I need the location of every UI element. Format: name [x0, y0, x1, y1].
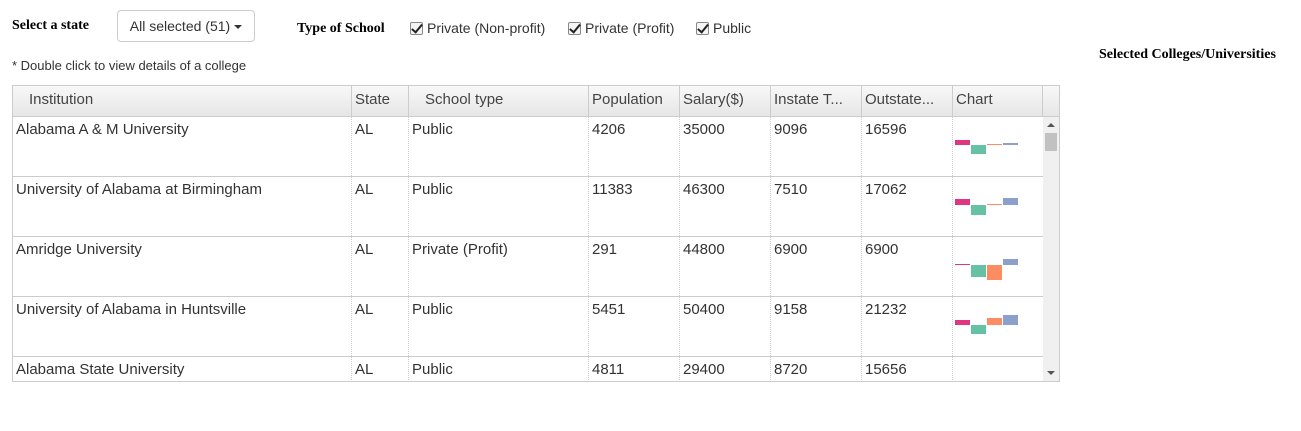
spark-bar-4 — [1003, 259, 1018, 265]
cell-chart — [953, 297, 1043, 356]
cell-instate-tuition: 9096 — [771, 117, 862, 176]
state-filter-label: Select a state — [12, 18, 89, 33]
table-row[interactable]: University of Alabama in Huntsville AL Pub… — [13, 297, 1043, 357]
cell-chart — [953, 237, 1043, 296]
cell-school-type: Private (Profit) — [409, 237, 589, 296]
column-header-school-type[interactable]: School type — [409, 86, 589, 116]
cell-instate-tuition: 6900 — [771, 237, 862, 296]
column-header-instate-tuition[interactable]: Instate T... — [771, 86, 862, 116]
cell-salary: 29400 — [680, 357, 771, 381]
checkbox-label: Public — [713, 20, 752, 36]
cell-instate-tuition: 8720 — [771, 357, 862, 381]
checkbox-label: Private (Profit) — [585, 20, 675, 36]
cell-institution: University of Alabama in Huntsville — [13, 297, 352, 356]
checkbox-checked-icon[interactable] — [410, 21, 423, 35]
cell-institution: Alabama A & M University — [13, 117, 352, 176]
cell-outstate-tuition: 17062 — [862, 177, 953, 236]
cell-school-type: Public — [409, 177, 589, 236]
state-dropdown[interactable]: All selected (51) — [117, 10, 255, 42]
cell-chart — [953, 177, 1043, 236]
cell-state: AL — [352, 117, 409, 176]
cell-institution: University of Alabama at Birmingham — [13, 177, 352, 236]
cell-salary: 46300 — [680, 177, 771, 236]
spark-bar-2 — [971, 145, 986, 154]
table-row[interactable]: Alabama A & M University AL Public 4206 3500… — [13, 117, 1043, 177]
cell-school-type: Public — [409, 117, 589, 176]
cell-population: 11383 — [589, 177, 680, 236]
spark-bar-4 — [1003, 143, 1018, 145]
cell-population: 4206 — [589, 117, 680, 176]
row-sparkline — [955, 315, 1018, 334]
cell-population: 5451 — [589, 297, 680, 356]
spark-bar-3 — [987, 318, 1002, 325]
state-dropdown-value: All selected (51) — [129, 18, 231, 34]
table-row[interactable]: University of Alabama at Birmingham AL Pub… — [13, 177, 1043, 237]
cell-outstate-tuition: 16596 — [862, 117, 953, 176]
column-header-salary[interactable]: Salary($) — [680, 86, 771, 116]
checkbox-checked-icon[interactable] — [696, 21, 709, 35]
cell-institution: Amridge University — [13, 237, 352, 296]
scrollbar-thumb[interactable] — [1045, 133, 1057, 151]
cell-chart — [953, 357, 1043, 382]
vertical-scrollbar[interactable] — [1043, 117, 1059, 381]
row-sparkline — [955, 259, 1018, 280]
cell-salary: 44800 — [680, 237, 771, 296]
cell-salary: 50400 — [680, 297, 771, 356]
cell-outstate-tuition: 21232 — [862, 297, 953, 356]
cell-salary: 35000 — [680, 117, 771, 176]
hint-note: * Double click to view details of a coll… — [12, 58, 247, 73]
checkbox-private-nonprofit[interactable]: Private (Non-profit) — [410, 20, 545, 36]
column-header-institution[interactable]: Institution — [13, 86, 352, 116]
cell-state: AL — [352, 177, 409, 236]
column-header-state[interactable]: State — [352, 86, 409, 116]
row-sparkline — [955, 198, 1018, 215]
spark-bar-3 — [987, 204, 1002, 205]
cell-outstate-tuition: 6900 — [862, 237, 953, 296]
spark-bar-1 — [955, 320, 970, 325]
spark-bar-2 — [971, 265, 986, 277]
cell-outstate-tuition: 15656 — [862, 357, 953, 381]
column-header-outstate-tuition[interactable]: Outstate... — [862, 86, 953, 116]
row-sparkline — [953, 357, 1043, 382]
cell-population: 291 — [589, 237, 680, 296]
cell-chart — [953, 117, 1043, 176]
table-row[interactable]: Amridge University AL Private (Profit) 291 4… — [13, 237, 1043, 297]
checkbox-private-profit[interactable]: Private (Profit) — [568, 20, 674, 36]
spark-bar-1 — [955, 199, 970, 205]
cell-instate-tuition: 9158 — [771, 297, 862, 356]
cell-institution: Alabama State University — [13, 357, 352, 381]
spark-bar-3 — [987, 265, 1002, 280]
spark-bar-2 — [971, 205, 986, 215]
cell-instate-tuition: 7510 — [771, 177, 862, 236]
cell-state: AL — [352, 237, 409, 296]
checkbox-label: Private (Non-profit) — [427, 20, 546, 36]
school-type-label: Type of School — [297, 21, 385, 36]
cell-population: 4811 — [589, 357, 680, 381]
selected-colleges-title: Selected Colleges/Universities — [1099, 47, 1276, 62]
spark-bar-4 — [1003, 198, 1018, 205]
arrow-down-icon[interactable] — [1047, 371, 1055, 375]
spark-bar-1 — [955, 140, 970, 145]
row-sparkline — [955, 140, 1018, 154]
colleges-grid: Institution State School type Population… — [12, 85, 1060, 382]
grid-header: Institution State School type Population… — [13, 86, 1059, 117]
cell-state: AL — [352, 297, 409, 356]
checkbox-public[interactable]: Public — [696, 20, 751, 36]
caret-down-icon — [234, 25, 243, 30]
spark-bar-2 — [971, 325, 986, 334]
checkbox-checked-icon[interactable] — [568, 21, 581, 35]
spark-bar-1 — [955, 264, 970, 265]
column-header-chart[interactable]: Chart — [953, 86, 1043, 116]
spark-bar-3 — [987, 144, 1002, 145]
cell-school-type: Public — [409, 357, 589, 381]
cell-school-type: Public — [409, 297, 589, 356]
arrow-up-icon[interactable] — [1047, 123, 1055, 127]
table-row[interactable]: Alabama State University AL Public 4811 2940… — [13, 357, 1043, 382]
spark-bar-4 — [1003, 315, 1018, 325]
cell-state: AL — [352, 357, 409, 381]
column-header-population[interactable]: Population — [589, 86, 680, 116]
